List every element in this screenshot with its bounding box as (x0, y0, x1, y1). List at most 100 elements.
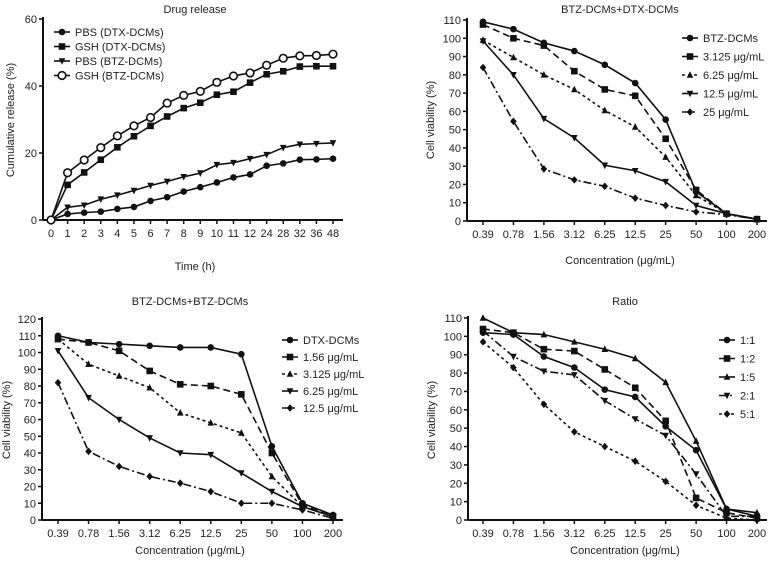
x-tick-label: 50 (690, 528, 702, 540)
marker-triangle-up (85, 360, 92, 368)
chart-title: Drug release (164, 4, 227, 16)
marker-triangle-down (207, 451, 215, 459)
x-tick-label: 100 (717, 229, 735, 241)
marker-triangle-down (723, 392, 731, 400)
y-tick-label: 20 (450, 478, 462, 490)
y-tick-label: 20 (449, 179, 461, 191)
marker-triangle-up (54, 335, 62, 342)
marker-diamond (692, 501, 700, 510)
series-4 (54, 348, 337, 521)
series-line (57, 334, 334, 516)
series-line (482, 317, 758, 514)
series-4 (46, 49, 338, 225)
x-tick-label: 200 (324, 528, 342, 540)
series-line (50, 142, 334, 221)
marker-diamond (115, 462, 123, 471)
x-tick-label: 0.78 (78, 528, 99, 540)
marker-open-circle (62, 168, 73, 178)
series-1 (54, 332, 337, 519)
marker-triangle-up (540, 71, 548, 78)
marker-circle (510, 25, 517, 33)
marker-triangle-up (692, 437, 700, 444)
marker-circle (147, 197, 154, 205)
marker-open-circle (212, 77, 222, 87)
marker-circle (130, 203, 138, 211)
legend-label: BTZ-DCMs (703, 33, 758, 45)
marker-square (196, 99, 204, 107)
x-tick-label: 12.5 (625, 229, 646, 241)
marker-triangle-down (286, 388, 294, 395)
marker-diamond (631, 194, 639, 202)
y-tick-label: 50 (450, 423, 462, 435)
marker-triangle-down (279, 144, 287, 152)
x-tick-label: 3 (98, 228, 104, 240)
marker-diamond (753, 516, 761, 524)
marker-triangle-down (238, 470, 245, 477)
legend-label: 1:1 (740, 335, 755, 347)
marker-open-circle (278, 53, 288, 63)
marker-triangle-down (163, 178, 171, 186)
marker-diamond (479, 63, 487, 72)
marker-open-circle (328, 49, 338, 59)
legend-label: 12.5 μg/mL (703, 89, 758, 101)
marker-triangle-down (147, 182, 154, 190)
marker-diamond (601, 182, 609, 191)
marker-circle (58, 28, 66, 36)
x-tick-label: 100 (293, 528, 311, 540)
marker-open-circle (262, 60, 272, 70)
marker-triangle-down (114, 192, 121, 200)
marker-triangle-up (571, 85, 578, 93)
marker-diamond (268, 499, 276, 508)
marker-diamond (207, 487, 215, 496)
marker-open-circle (46, 215, 56, 225)
series-2 (54, 335, 337, 520)
series-1 (47, 155, 337, 224)
y-axis-label: Cumulative release (%) (5, 63, 17, 177)
marker-triangle-up (686, 71, 694, 78)
y-tick-label: 110 (18, 331, 36, 343)
series-3 (479, 36, 761, 222)
series-3 (47, 140, 337, 224)
marker-open-circle (79, 155, 89, 165)
y-tick-label: 10 (450, 497, 462, 509)
marker-square (58, 43, 66, 50)
y-tick-label: 20 (25, 148, 37, 160)
legend-label: 1:5 (740, 372, 755, 384)
marker-open-circle (245, 68, 255, 78)
marker-square (631, 384, 639, 392)
marker-circle (631, 79, 639, 87)
x-tick-label: 6.25 (594, 528, 615, 540)
marker-triangle-up (146, 383, 153, 391)
marker-triangle-down (601, 397, 609, 405)
x-tick-label: 28 (277, 228, 289, 240)
marker-triangle-up (662, 378, 669, 386)
y-tick-label: 40 (450, 442, 462, 454)
marker-triangle-down (571, 135, 578, 142)
marker-square (313, 62, 320, 70)
x-tick-label: 25 (660, 528, 672, 540)
marker-square (163, 113, 171, 120)
marker-triangle-up (176, 409, 184, 416)
marker-diamond (510, 117, 517, 126)
series-line (57, 382, 334, 520)
y-tick-label: 0 (31, 215, 37, 227)
y-tick-label: 60 (24, 415, 36, 427)
marker-triangle-down (80, 202, 88, 210)
marker-diamond (723, 410, 731, 418)
marker-triangle-up (540, 330, 548, 338)
legend-label: GSH (BTZ-DCMs) (75, 71, 164, 83)
marker-diamond (329, 514, 337, 523)
chart-panel-3: BTZ-DCMs+BTZ-DCMs Concentration (μg/mL) Ce… (1, 296, 364, 557)
marker-triangle-down (196, 170, 204, 177)
series-line (482, 328, 758, 519)
marker-triangle-up (510, 328, 517, 336)
marker-diamond (662, 201, 669, 210)
marker-triangle-down (510, 72, 517, 79)
marker-diamond (686, 108, 694, 116)
y-tick-label: 80 (24, 381, 36, 393)
marker-triangle-up (723, 505, 730, 512)
x-tick-label: 25 (235, 528, 247, 540)
chart-panel-2: BTZ-DCMs+DTX-DCMs Concentration (μg/mL) Ce… (425, 4, 767, 267)
marker-circle (263, 162, 270, 170)
marker-triangle-up (115, 372, 123, 379)
